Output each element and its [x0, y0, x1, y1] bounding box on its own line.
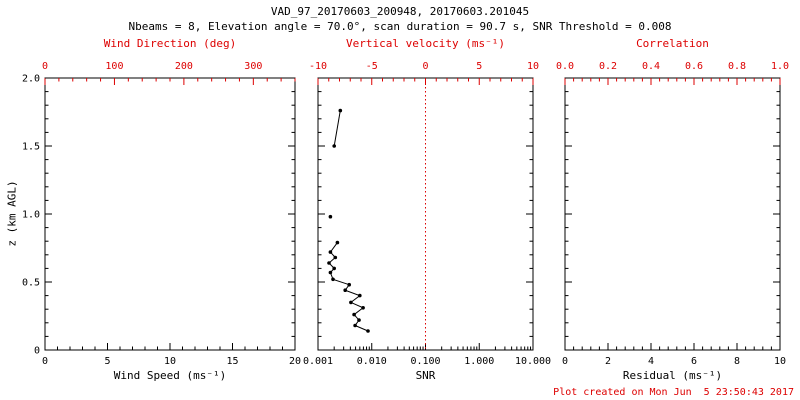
data-point	[331, 277, 335, 282]
svg-text:0: 0	[422, 61, 428, 72]
svg-text:0: 0	[42, 356, 48, 367]
svg-text:0.2: 0.2	[599, 61, 617, 72]
svg-text:0.001: 0.001	[303, 356, 333, 367]
svg-text:5: 5	[104, 356, 110, 367]
data-point	[357, 318, 361, 322]
data-point	[352, 312, 356, 317]
data-point	[349, 300, 353, 305]
vertical-velocity-axis-title: Vertical velocity (ms⁻¹)	[346, 37, 505, 50]
svg-text:0: 0	[34, 346, 40, 357]
data-point	[328, 270, 333, 275]
svg-text:-10: -10	[309, 61, 327, 72]
svg-text:10: 10	[527, 61, 539, 72]
svg-text:10: 10	[774, 356, 786, 367]
data-point	[343, 288, 348, 293]
profile-line	[333, 110, 341, 147]
data-point	[327, 261, 331, 265]
snr-axis-title: SNR	[415, 369, 436, 382]
data-point	[347, 282, 352, 287]
profile-line	[328, 242, 369, 332]
data-point	[328, 250, 333, 254]
svg-text:1.0: 1.0	[22, 210, 40, 221]
data-point	[358, 293, 362, 298]
panel-snr: 0.001 0.010 0.100 1.000 10.000 -10 -5 0 5 10	[303, 61, 551, 367]
svg-text:8: 8	[734, 356, 740, 367]
data-point	[361, 306, 365, 310]
svg-text:0.5: 0.5	[22, 278, 40, 289]
svg-text:20: 20	[289, 356, 301, 367]
data-point	[338, 108, 343, 113]
svg-text:0: 0	[42, 61, 48, 72]
svg-text:0.6: 0.6	[685, 61, 703, 72]
data-point	[328, 214, 333, 219]
svg-text:0: 0	[562, 356, 568, 367]
residual-axis-title: Residual (ms⁻¹)	[622, 369, 723, 382]
svg-text:200: 200	[175, 61, 193, 72]
svg-text:1.5: 1.5	[22, 142, 40, 153]
svg-text:100: 100	[105, 61, 123, 72]
svg-text:1.000: 1.000	[464, 356, 494, 367]
svg-text:5: 5	[476, 61, 482, 72]
svg-text:15: 15	[226, 356, 238, 367]
svg-text:1.0: 1.0	[771, 61, 789, 72]
svg-text:300: 300	[244, 61, 262, 72]
plot-title: VAD_97_20170603_200948, 20170603.201045	[270, 5, 530, 18]
plot-timestamp: Plot created on Mon Jun 5 23:50:43 2017	[553, 387, 794, 398]
data-point	[335, 240, 340, 245]
svg-text:10: 10	[164, 356, 176, 367]
y-axis-label: z (km AGL)	[5, 180, 19, 247]
svg-text:0.4: 0.4	[642, 61, 660, 72]
data-point	[333, 255, 338, 260]
svg-text:0.8: 0.8	[728, 61, 746, 72]
plot-subtitle: Nbeams = 8, Elevation angle = 70.0°, sca…	[128, 20, 672, 33]
wind-speed-axis-title: Wind Speed (ms⁻¹)	[113, 369, 227, 382]
data-point	[366, 329, 370, 333]
svg-text:2.0: 2.0	[22, 74, 40, 85]
data-point	[332, 266, 337, 271]
data-point	[332, 144, 337, 148]
wind-direction-axis-title: Wind Direction (deg)	[103, 37, 237, 50]
svg-text:0.100: 0.100	[410, 356, 440, 367]
correlation-axis-title: Correlation	[636, 37, 709, 50]
svg-text:6: 6	[691, 356, 697, 367]
panel-residual: 0 2 4 6 8 10 0.0 0.2 0.4 0.6 0.8 1.0	[556, 61, 789, 367]
svg-text:0.0: 0.0	[556, 61, 574, 72]
data-point	[353, 323, 357, 328]
svg-text:0.010: 0.010	[357, 356, 387, 367]
svg-text:4: 4	[648, 356, 654, 367]
svg-text:-5: -5	[366, 61, 378, 72]
svg-text:10.000: 10.000	[515, 356, 551, 367]
svg-text:2: 2	[605, 356, 611, 367]
